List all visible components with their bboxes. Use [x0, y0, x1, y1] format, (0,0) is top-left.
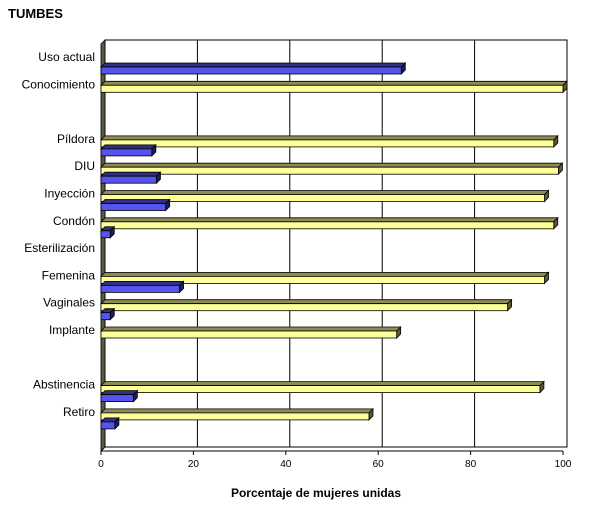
- category-label: Abstinencia: [33, 378, 95, 392]
- bar-yellow: [100, 134, 559, 148]
- bar-front-face: [100, 203, 167, 211]
- category-label: Implante: [49, 323, 95, 337]
- bar-top-face: [100, 80, 568, 86]
- bar-front-face: [100, 139, 555, 148]
- labels-layer: 0 20 40 60 80 100 Uso actual Conocimiento Píldor…: [22, 50, 572, 470]
- bar-top-face: [100, 135, 559, 141]
- bar-front-face: [100, 194, 545, 202]
- category-label: Uso actual: [38, 50, 95, 64]
- bar-front-face: [100, 284, 180, 293]
- bar-front-face: [100, 66, 402, 75]
- bar-yellow: [100, 407, 374, 421]
- bar-blue: [100, 143, 157, 157]
- bar-yellow: [100, 216, 559, 230]
- bar-top-face: [100, 190, 550, 195]
- bar-front-face: [100, 84, 564, 93]
- x-tick-label: 60: [373, 459, 385, 470]
- bar-yellow: [100, 326, 402, 339]
- x-axis-title: Porcentaje de mujeres unidas: [231, 486, 401, 500]
- bar-top-face: [100, 271, 550, 277]
- bar-front-face: [100, 330, 398, 339]
- bar-front-face: [100, 303, 508, 312]
- bar-front-face: [100, 221, 555, 230]
- bar-blue: [100, 307, 116, 321]
- bar-yellow: [100, 80, 568, 94]
- category-label: Femenina: [42, 268, 96, 282]
- bar-front-face: [100, 421, 116, 430]
- bar-yellow: [100, 380, 545, 394]
- grid-layer: [100, 39, 568, 455]
- bar-top-face: [100, 408, 374, 414]
- category-label: Condón: [53, 214, 95, 228]
- bar-top-face: [100, 199, 171, 204]
- bar-top-face: [100, 280, 185, 286]
- bar-top-face: [100, 390, 139, 396]
- bar-front-face: [100, 275, 545, 284]
- category-label: Píldora: [57, 132, 95, 146]
- x-tick-label: 20: [188, 459, 200, 470]
- bar-front-face: [100, 166, 559, 175]
- category-label: Conocimiento: [22, 77, 96, 91]
- category-label: Esterilización: [24, 241, 95, 255]
- bar-top-face: [100, 144, 157, 150]
- bar-front-face: [100, 412, 370, 421]
- bar-blue: [100, 171, 162, 185]
- plot-frame: [104, 39, 568, 448]
- bar-front-face: [100, 175, 157, 184]
- bar-front-face: [100, 394, 134, 403]
- bar-top-face: [100, 381, 545, 387]
- bar-yellow: [100, 271, 550, 285]
- bar-top-face: [100, 326, 402, 332]
- bar-blue: [100, 416, 120, 430]
- bar-front-face: [100, 312, 111, 321]
- bar-top-face: [100, 171, 162, 177]
- bar-blue: [100, 225, 116, 239]
- bar-top-face: [100, 162, 564, 168]
- bar-blue: [100, 280, 185, 294]
- x-tick-label: 40: [280, 459, 292, 470]
- bar-front-face: [100, 385, 541, 394]
- category-label: DIU: [74, 159, 95, 173]
- x-tick-label: 100: [555, 459, 572, 470]
- bar-blue: [100, 62, 407, 75]
- bar-yellow: [100, 162, 564, 176]
- bar-top-face: [100, 299, 513, 305]
- x-tick-label: 0: [98, 459, 104, 470]
- chart-title: TUMBES: [8, 6, 63, 21]
- bar-front-face: [100, 230, 111, 239]
- bar-top-face: [100, 62, 407, 68]
- category-label: Retiro: [63, 405, 95, 419]
- bar-blue: [100, 198, 171, 212]
- bar-top-face: [100, 217, 559, 223]
- bars-layer: [100, 62, 568, 430]
- bar-blue: [100, 389, 139, 403]
- bar-yellow: [100, 298, 513, 312]
- category-label: Vaginales: [43, 296, 95, 310]
- bar-front-face: [100, 148, 153, 157]
- x-tick-label: 80: [465, 459, 477, 470]
- bar-yellow: [100, 189, 550, 203]
- category-label: Inyección: [44, 187, 95, 201]
